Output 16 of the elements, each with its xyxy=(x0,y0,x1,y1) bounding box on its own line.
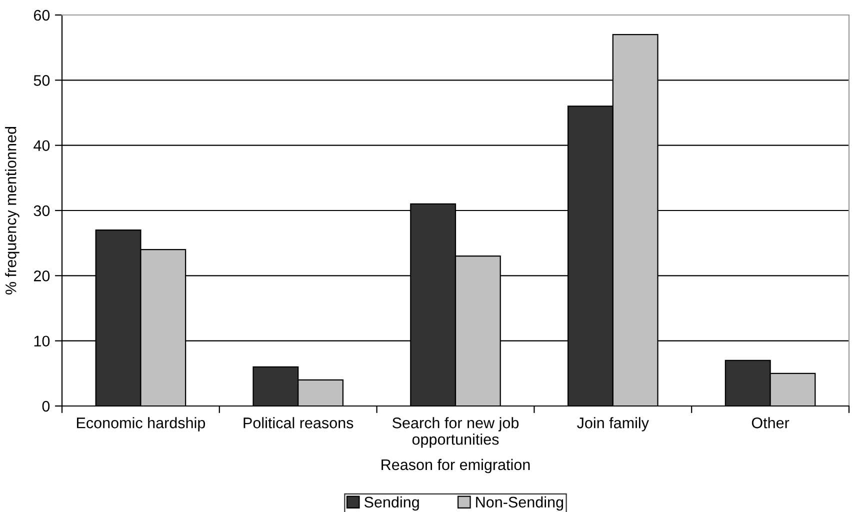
y-tick-label: 20 xyxy=(34,270,50,282)
y-tick-label: 40 xyxy=(34,140,50,152)
y-tick-label: 0 xyxy=(42,400,50,412)
x-tick-label: Political reasons xyxy=(244,417,354,428)
y-tick-label: 30 xyxy=(34,205,50,216)
legend-label: Sending xyxy=(364,496,419,511)
y-axis-title: % frequency mentionned xyxy=(5,126,20,294)
x-tick-label: Join family xyxy=(577,417,649,432)
y-tick-label: 10 xyxy=(34,336,50,347)
x-tick-label: Other xyxy=(752,417,790,428)
x-axis-title: Reason for emigration xyxy=(382,458,530,474)
x-tick-label: Economic hardship xyxy=(76,417,206,432)
y-tick-label: 50 xyxy=(34,75,50,86)
x-tick-label: Search for new job opportunities xyxy=(392,417,519,448)
legend-label: Non-Sending xyxy=(476,496,564,511)
y-tick-label: 60 xyxy=(34,10,50,21)
